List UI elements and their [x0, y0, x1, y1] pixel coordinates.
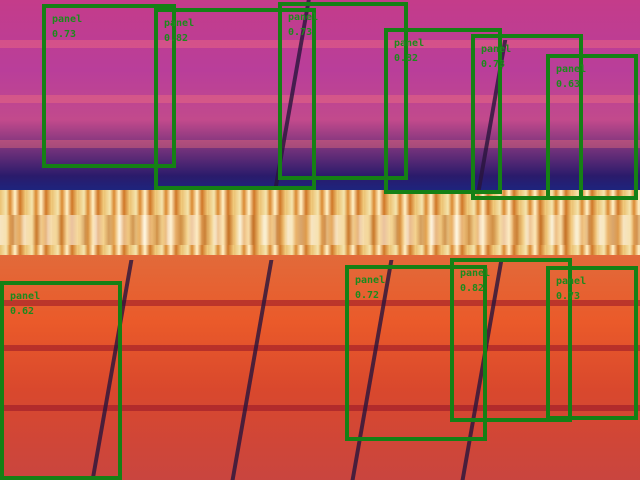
detection-score: 0.73	[288, 27, 313, 38]
detection-box[interactable]: panel 0.63	[546, 54, 638, 200]
detection-box[interactable]: panel 0.82	[154, 8, 316, 190]
panel-grid-line	[0, 140, 640, 148]
detection-label: panel	[460, 268, 491, 279]
detection-box[interactable]: panel 0.73	[42, 4, 176, 168]
lower-panel-row	[0, 255, 640, 480]
detection-score: 0.62	[10, 306, 35, 317]
detection-score: 0.82	[394, 53, 419, 64]
detection-label: panel	[556, 64, 587, 75]
detection-score: 0.73	[481, 59, 506, 70]
panel-grid-line	[0, 345, 640, 351]
detection-box[interactable]: panel 0.82	[384, 28, 502, 194]
detection-score: 0.73	[52, 29, 77, 40]
detection-box[interactable]: panel 0.62	[0, 281, 122, 480]
panel-grid-line	[0, 40, 640, 48]
detection-label: panel	[164, 18, 195, 29]
detection-box[interactable]: panel 0.73	[278, 2, 408, 180]
detection-box[interactable]: panel 0.73	[546, 266, 638, 420]
detection-label: panel	[556, 276, 587, 287]
detection-box[interactable]: panel 0.82	[450, 258, 572, 422]
detection-label: panel	[288, 12, 319, 23]
detection-score: 0.82	[460, 283, 485, 294]
detection-label: panel	[481, 44, 512, 55]
detection-score: 0.73	[556, 291, 581, 302]
roof-gap-highlight	[0, 215, 640, 245]
panel-grid-line	[0, 300, 640, 306]
detection-label: panel	[355, 275, 386, 286]
panel-grid-line	[0, 405, 640, 411]
detection-score: 0.82	[164, 33, 189, 44]
detection-label: panel	[52, 14, 83, 25]
detection-label: panel	[394, 38, 425, 49]
panel-grid-line	[0, 95, 640, 103]
detection-label: panel	[10, 291, 41, 302]
detection-box[interactable]: panel 0.72	[345, 265, 487, 441]
detection-box[interactable]: panel 0.73	[471, 34, 583, 200]
detection-score: 0.72	[355, 290, 380, 301]
detection-score: 0.63	[556, 79, 581, 90]
